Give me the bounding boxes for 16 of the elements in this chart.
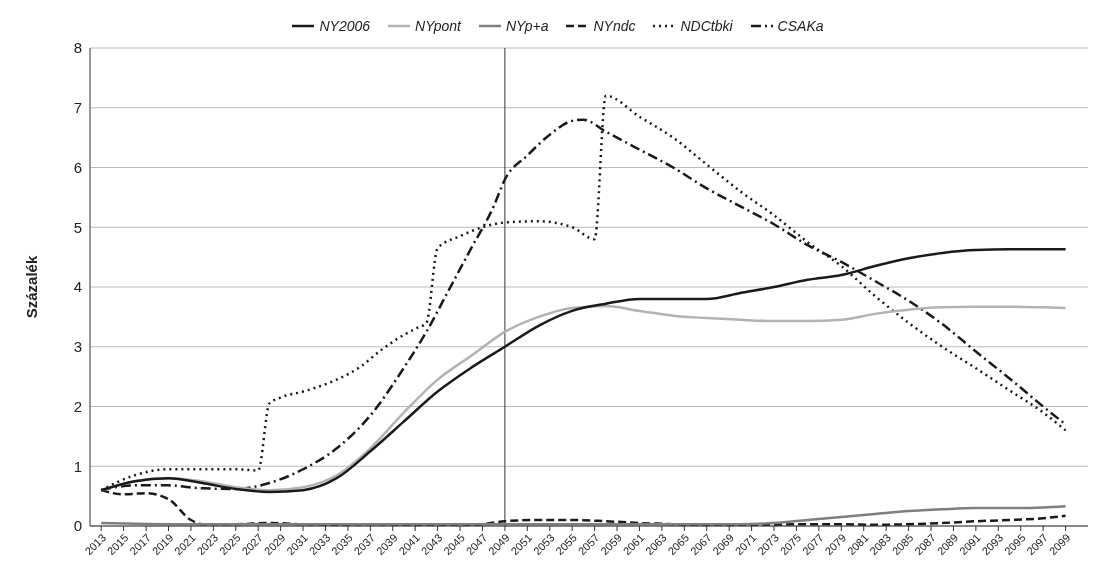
legend-label: NDCtbki [680, 18, 733, 34]
legend-label: NY2006 [319, 18, 371, 34]
y-axis-title: Százalék [23, 255, 41, 319]
y-tick-label: 4 [73, 278, 82, 296]
legend-label: CSAKa [777, 18, 824, 34]
y-tick-label: 7 [73, 99, 82, 117]
y-tick-label: 8 [73, 39, 82, 57]
y-tick-label: 0 [73, 517, 82, 535]
y-tick-label: 3 [73, 338, 82, 356]
y-tick-label: 1 [73, 457, 82, 475]
y-tick-label: 5 [73, 218, 82, 236]
y-tick-label: 2 [73, 397, 82, 415]
legend-label: NYndc [593, 18, 636, 34]
y-tick-label: 6 [73, 158, 82, 176]
legend-label: NYpont [415, 18, 461, 34]
legend-label: NYp+a [506, 18, 549, 34]
